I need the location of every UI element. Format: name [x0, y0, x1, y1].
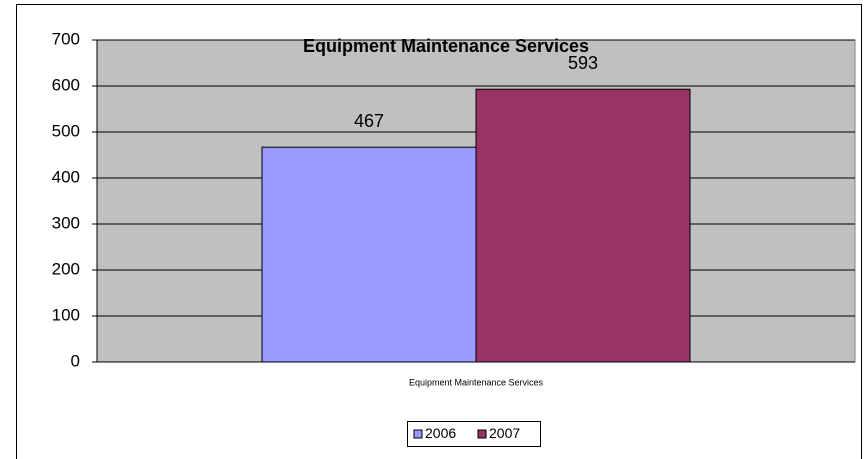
y-tick-label: 400	[52, 167, 80, 186]
legend-label: 2006	[425, 425, 456, 441]
y-tick-label: 300	[52, 213, 80, 232]
legend-swatch	[413, 429, 423, 439]
legend-box	[407, 421, 541, 447]
y-tick-label: 600	[52, 75, 80, 94]
y-tick-label: 200	[52, 259, 80, 278]
data-label: 467	[354, 111, 384, 131]
data-label: 593	[568, 53, 598, 73]
chart-title: Equipment Maintenance Services	[303, 36, 589, 56]
marks	[261, 88, 691, 363]
y-tick-label: 500	[52, 121, 80, 140]
x-tick-label: Equipment Maintenance Services	[409, 377, 544, 387]
legend-label: 2007	[489, 425, 520, 441]
y-tick-label: 0	[71, 351, 80, 370]
y-tick-label: 100	[52, 305, 80, 324]
legend-swatch	[477, 429, 487, 439]
bar	[475, 88, 691, 363]
y-tick-label: 700	[52, 29, 80, 48]
bar	[261, 146, 477, 363]
